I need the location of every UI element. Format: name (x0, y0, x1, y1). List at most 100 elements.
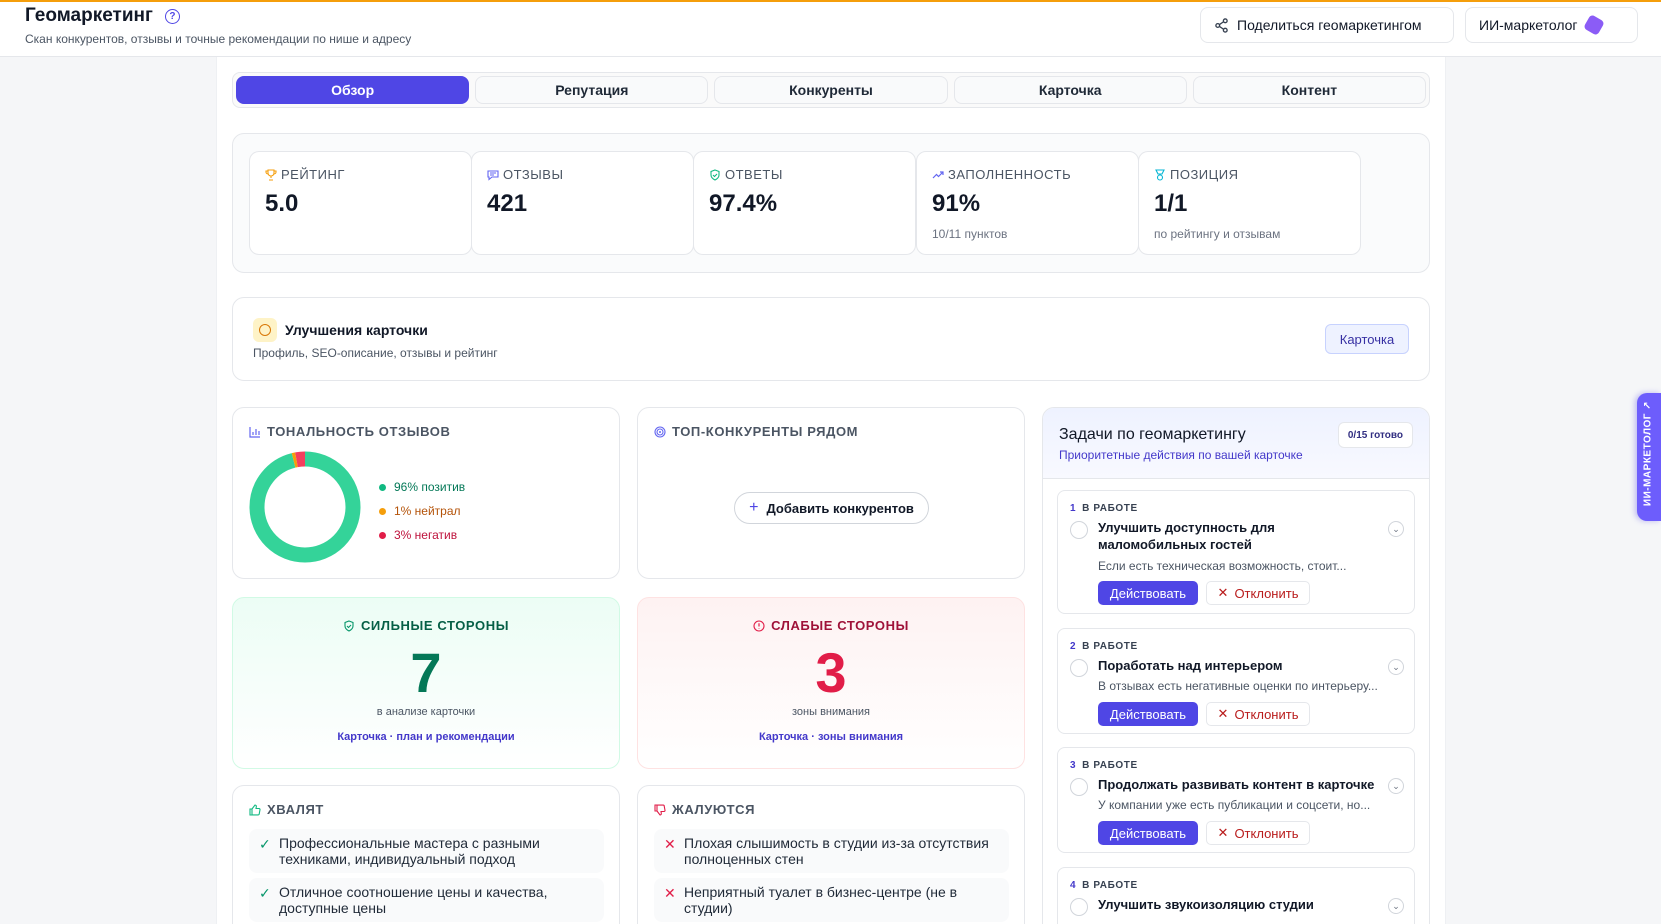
tasks-header: Задачи по геомаркетингу Приоритетные дей… (1043, 408, 1429, 479)
task-title: Поработать над интерьером (1098, 658, 1283, 673)
complaints-label: ЖАЛУЮТСЯ (672, 802, 756, 817)
page-title: Геомаркетинг (25, 5, 153, 26)
check-icon: ✓ (259, 885, 271, 901)
legend-label: 96% позитив (394, 480, 466, 494)
task-status-label: В РАБОТЕ (1082, 641, 1138, 652)
strengths-count: 7 (410, 641, 442, 704)
plus-icon: + (749, 499, 759, 516)
task-status: 1 В РАБОТЕ (1070, 503, 1138, 514)
ai-marketer-side-tab[interactable]: ИИ-МАРКЕТОЛОГ ↗ (1637, 393, 1661, 521)
stat-value: 91% (932, 190, 981, 217)
praise-item-text: Профессиональные мастера с разными техни… (279, 835, 540, 867)
add-competitors-button[interactable]: + Добавить конкурентов (734, 492, 929, 524)
top-accent-line (0, 0, 1661, 2)
legend-label: 1% нейтрал (394, 504, 461, 518)
improvements-title: Улучшения карточки (285, 322, 428, 338)
praise-panel: ХВАЛЯТ ✓ Профессиональные мастера с разны… (232, 785, 620, 924)
tab-reputation[interactable]: Репутация (475, 76, 709, 104)
complaint-item-text: Плохая слышимость в студии из-за отсутст… (684, 835, 989, 867)
task-status: 3 В РАБОТЕ (1070, 760, 1138, 771)
tab-overview[interactable]: Обзор (236, 76, 470, 104)
stat-value: 421 (487, 190, 528, 217)
reject-button[interactable]: ✕ Отклонить (1206, 821, 1310, 845)
stat-sub: по рейтингу и отзывам (1154, 227, 1281, 241)
task-description: У компании уже есть публикации и соцсети… (1098, 798, 1371, 812)
stat-position: ПОЗИЦИЯ 1/1 по рейтингу и отзывам (1138, 151, 1361, 255)
help-icon[interactable]: ? (164, 8, 180, 24)
chevron-down-icon[interactable]: ⌄ (1388, 521, 1404, 537)
tasks-progress-badge: 0/15 готово (1337, 422, 1413, 448)
praise-item: ✓ Профессиональные мастера с разными техн… (249, 829, 604, 873)
tasks-subtitle: Приоритетные действия по вашей карточке (1059, 448, 1303, 462)
share-button-label: Поделиться геомаркетингом (1237, 17, 1422, 33)
task-description: В отзывах есть негативные оценки по инте… (1098, 679, 1378, 693)
task-card: 1 В РАБОТЕ Улучшить доступность для малом… (1057, 490, 1415, 614)
stat-value: 5.0 (265, 190, 299, 217)
complaint-item-text: Неприятный туалет в бизнес-центре (не в … (684, 884, 958, 916)
stat-value: 97.4% (709, 190, 778, 217)
chevron-down-icon[interactable]: ⌄ (1388, 898, 1404, 914)
stat-rating: РЕЙТИНГ 5.0 (249, 151, 472, 255)
weaknesses-title-row: СЛАБЫЕ СТОРОНЫ (638, 618, 1024, 633)
legend-neutral: 1% нейтрал (379, 499, 465, 523)
reject-button-label: Отклонить (1234, 585, 1299, 601)
task-number: 2 (1070, 641, 1077, 652)
shield-check-icon (344, 619, 354, 632)
task-checkbox[interactable] (1070, 659, 1088, 677)
chevron-down-icon[interactable]: ⌄ (1388, 659, 1404, 675)
task-number: 1 (1070, 503, 1077, 514)
chevron-down-icon[interactable]: ⌄ (1388, 778, 1404, 794)
strengths-link[interactable]: Карточка · план и рекомендации (337, 731, 515, 743)
page-header: Геомаркетинг ? Скан конкурентов, отзывы … (0, 2, 1661, 57)
task-checkbox[interactable] (1070, 778, 1088, 796)
target-icon (654, 425, 666, 438)
cross-icon: ✕ (664, 885, 676, 901)
task-card: 2 В РАБОТЕ Поработать над интерьером ⌄ В … (1057, 628, 1415, 734)
act-button[interactable]: Действовать (1098, 821, 1198, 845)
weaknesses-panel: СЛАБЫЕ СТОРОНЫ 3 зоны внимания Карточка … (637, 597, 1025, 769)
act-button[interactable]: Действовать (1098, 581, 1198, 605)
share-button[interactable]: Поделиться геомаркетингом (1200, 7, 1454, 43)
weaknesses-link[interactable]: Карточка · зоны внимания (758, 731, 904, 743)
top-competitors-panel: ТОП-КОНКУРЕНТЫ РЯДОМ + Добавить конкурен… (637, 407, 1025, 579)
legend-dot (379, 507, 386, 515)
task-status-label: В РАБОТЕ (1082, 880, 1138, 891)
reject-button[interactable]: ✕ Отклонить (1206, 702, 1310, 726)
complaints-panel: ЖАЛУЮТСЯ ✕ Плохая слышимость в студии из-… (637, 785, 1025, 924)
reject-button[interactable]: ✕ Отклонить (1206, 581, 1310, 605)
card-button[interactable]: Карточка (1325, 324, 1409, 354)
stat-label: ОТВЕТЫ (725, 167, 783, 182)
weaknesses-sub: зоны внимания (792, 706, 870, 718)
task-checkbox[interactable] (1070, 521, 1088, 539)
task-card: 3 В РАБОТЕ Продолжать развивать контент в… (1057, 747, 1415, 853)
tab-card[interactable]: Карточка (953, 76, 1187, 104)
legend-dot (379, 531, 386, 539)
task-title: Улучшить звукоизоляцию студии (1098, 897, 1314, 912)
complaint-item: ✕ Плохая слышимость в студии из-за отсутс… (654, 829, 1009, 873)
strengths-panel: СИЛЬНЫЕ СТОРОНЫ 7 в анализе карточки Кар… (232, 597, 620, 769)
tab-content[interactable]: Контент (1192, 76, 1427, 104)
task-status-label: В РАБОТЕ (1082, 503, 1138, 514)
praise-item-text: Отличное соотношение цены и качества, до… (279, 884, 548, 916)
act-button[interactable]: Действовать (1098, 702, 1198, 726)
tone-legend: 96% позитив 1% нейтрал 3% негатив (379, 475, 465, 547)
task-title: Улучшить доступность для маломобильных г… (1098, 520, 1275, 552)
tab-competitors[interactable]: Конкуренты (714, 76, 948, 104)
gem-icon (1582, 14, 1605, 36)
strengths-sub: в анализе карточки (376, 706, 476, 718)
tasks-panel: Задачи по геомаркетингу Приоритетные дей… (1042, 407, 1430, 924)
close-icon: ✕ (1217, 585, 1229, 600)
legend-label: 3% негатив (394, 528, 458, 542)
praise-item: ✓ Отличное соотношение цены и качества, д… (249, 878, 604, 922)
review-tone-panel: ТОНАЛЬНОСТЬ ОТЗЫВОВ 96% позитив 1% нейтр… (232, 407, 620, 579)
task-checkbox[interactable] (1070, 898, 1088, 916)
check-icon: ✓ (259, 836, 271, 852)
stat-sub: 10/11 пунктов (932, 227, 1008, 241)
ai-marketer-button[interactable]: ИИ-маркетолог (1465, 7, 1638, 43)
bar-chart-icon (249, 426, 260, 438)
donut-segment (249, 451, 361, 563)
tasks-title: Задачи по геомаркетингу (1059, 426, 1246, 443)
alert-icon (253, 318, 277, 342)
cross-icon: ✕ (664, 836, 676, 852)
